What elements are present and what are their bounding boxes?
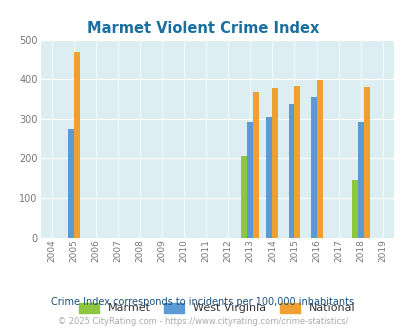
Bar <box>294 85 300 238</box>
Bar <box>74 52 79 238</box>
Legend: Marmet, West Virginia, National: Marmet, West Virginia, National <box>79 303 354 313</box>
Bar <box>288 104 294 238</box>
Text: Marmet Violent Crime Index: Marmet Violent Crime Index <box>87 21 318 36</box>
Bar <box>272 87 278 238</box>
Bar <box>351 180 357 238</box>
Bar <box>241 156 247 238</box>
Bar <box>357 122 363 238</box>
Bar <box>247 121 253 238</box>
Text: © 2025 CityRating.com - https://www.cityrating.com/crime-statistics/: © 2025 CityRating.com - https://www.city… <box>58 317 347 326</box>
Bar <box>68 129 74 238</box>
Bar <box>310 97 316 238</box>
Text: Crime Index corresponds to incidents per 100,000 inhabitants: Crime Index corresponds to incidents per… <box>51 297 354 307</box>
Bar <box>253 92 259 238</box>
Bar <box>363 87 369 238</box>
Bar <box>266 117 272 238</box>
Bar <box>316 81 322 238</box>
